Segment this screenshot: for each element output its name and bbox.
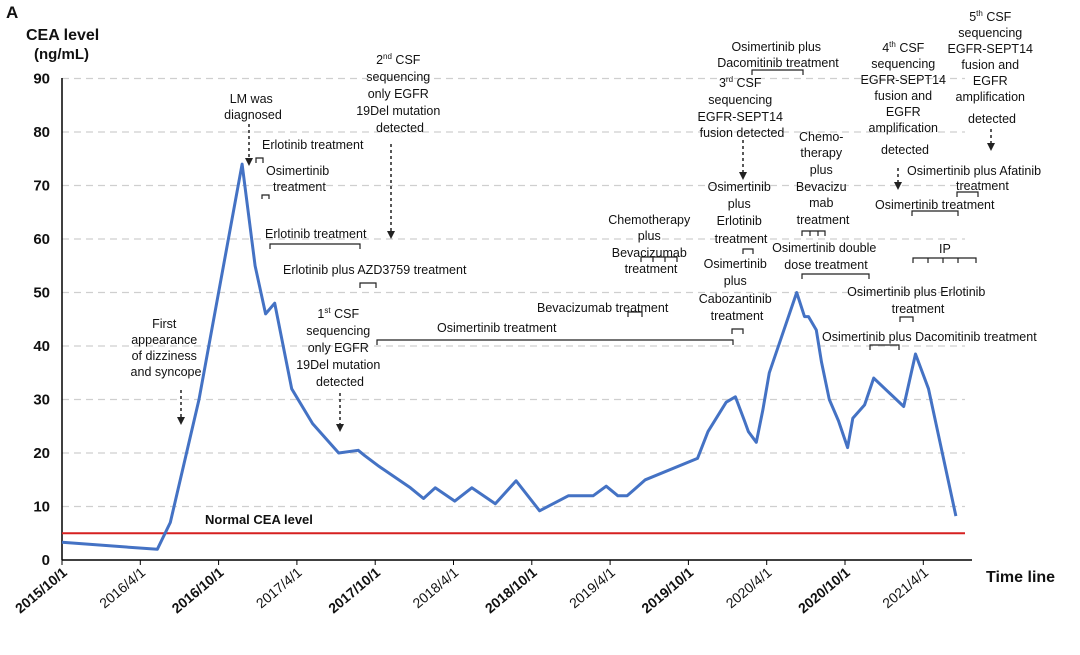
note-ip: IP [939,242,951,256]
x-tick-label: 2017/10/1 [325,564,383,616]
y-tick-label: 80 [33,124,50,141]
bracket-osi-cabo [731,328,744,334]
bracket-osi-treatment-2 [911,210,959,216]
y-axis-ticks: 0 10 20 30 40 50 60 70 80 90 [33,71,50,570]
x-tick-label: 2018/10/1 [482,564,540,616]
note-csf3: 3rd CSF sequencing EGFR-SEPT14 fusion de… [698,75,787,140]
arrowhead-csf3 [739,172,747,180]
note-osi-daco-bottom: Osimertinib plus Dacomitinib treatment [822,330,1037,344]
bracket-osi-afatinib [956,191,979,197]
arrow-heads [177,143,995,432]
x-tick-label: 2016/4/1 [96,564,148,611]
annotation-arrows [180,124,992,424]
x-tick-label: 2020/4/1 [723,564,775,611]
note-osi-erlo-2: Osimertinib plus Erlotinib treatment [847,285,989,316]
cea-series-line [61,162,958,551]
note-csf4: 4th CSF sequencing EGFR-SEPT14 fusion an… [861,40,950,157]
arrowhead-csf5 [987,143,995,151]
note-erlotinib-azd: Erlotinib plus AZD3759 treatment [283,263,467,277]
normal-cea-label: Normal CEA level [205,512,313,527]
note-csf2: 2nd CSF sequencing only EGFR 19Del mutat… [356,52,444,135]
note-osi-treatment-2: Osimertinib treatment [875,198,995,212]
bracket-osimertinib-long [376,339,734,345]
note-osimertinib-long: Osimertinib treatment [437,321,557,335]
arrowhead-lm [245,158,253,166]
note-lm-diagnosed: LM was diagnosed [224,92,282,122]
panel-label: A [6,3,18,22]
y-tick-label: 90 [33,71,50,88]
bracket-osi-daco-top [751,69,804,75]
x-tick-label: 2016/10/1 [169,564,227,616]
y-tick-label: 10 [33,499,50,516]
bracket-erlotinib-2 [269,243,361,249]
note-osi-daco-top: Osimertinib plus Dacomitinib treatment [717,40,839,70]
bracket-ip [912,257,977,263]
arrowhead-dizziness [177,417,185,425]
bracket-osi-erlo-2 [899,316,914,322]
note-erlotinib-1: Erlotinib treatment [262,138,364,152]
x-tick-label: 2021/4/1 [879,564,931,611]
arrowhead-csf2 [387,231,395,239]
arrowhead-csf4 [894,182,902,190]
note-bevacizumab: Bevacizumab treatment [537,301,669,315]
x-tick-label: 2019/10/1 [638,564,696,616]
note-osi-afatinib: Osimertinib plus Afatinib treatment [907,164,1045,193]
y-tick-label: 30 [33,392,50,409]
annotations: LM was diagnosed First appearance of diz… [131,9,1045,389]
note-first-dizziness: First appearance of dizziness and syncop… [131,317,202,379]
y-axis-title-line2: (ng/mL) [34,46,89,63]
bracket-chemo-bev-2 [801,230,826,236]
bracket-erlotinib-azd [359,282,377,288]
x-tick-label: 2015/10/1 [12,564,70,616]
y-axis-title-line1: CEA level [26,27,99,44]
bracket-erlotinib-1 [255,157,264,163]
x-axis-ticks: 2015/10/1 2016/4/1 2016/10/1 2017/4/1 2017/1… [12,560,931,616]
grid-lines [62,77,965,508]
bracket-bevacizumab [627,311,643,317]
bracket-osi-erlo-1 [742,248,754,254]
note-osimertinib-1: Osimertinib treatment [266,164,333,194]
y-tick-label: 0 [42,552,50,569]
y-tick-label: 50 [33,285,50,302]
bracket-osi-daco-bottom [869,344,900,350]
x-axis-title: Time line [986,569,1055,586]
bracket-chemo-bev-1 [640,256,678,262]
x-tick-label: 2017/4/1 [253,564,305,611]
note-osi-erlo-1: Osimertinib plus Erlotinib treatment [708,180,775,246]
note-csf1: 1st CSF sequencing only EGFR 19Del mutat… [296,306,384,389]
note-chemo-bev-1: Chemotherapy plus Bevacizumab treatment [608,213,693,276]
arrowhead-csf1 [336,424,344,432]
bracket-osi-double [801,273,870,279]
note-osi-cabo: Osimertinib plus Cabozantinib treatment [699,257,775,323]
note-chemo-bev-2: Chemo- therapy plus Bevacizu mab treatme… [796,130,850,227]
x-tick-label: 2020/10/1 [795,564,853,616]
x-tick-label: 2018/4/1 [409,564,461,611]
note-erlotinib-2: Erlotinib treatment [265,227,367,241]
y-tick-label: 60 [33,231,50,248]
y-tick-label: 40 [33,338,50,355]
y-tick-label: 20 [33,445,50,462]
treatment-brackets [255,69,979,350]
note-csf5: 5th CSF sequencing EGFR-SEPT14 fusion an… [948,9,1037,126]
bracket-osimertinib-1 [261,194,270,199]
y-tick-label: 70 [33,178,50,195]
x-tick-label: 2019/4/1 [566,564,618,611]
note-osi-double: Osimertinib double dose treatment [772,241,880,272]
